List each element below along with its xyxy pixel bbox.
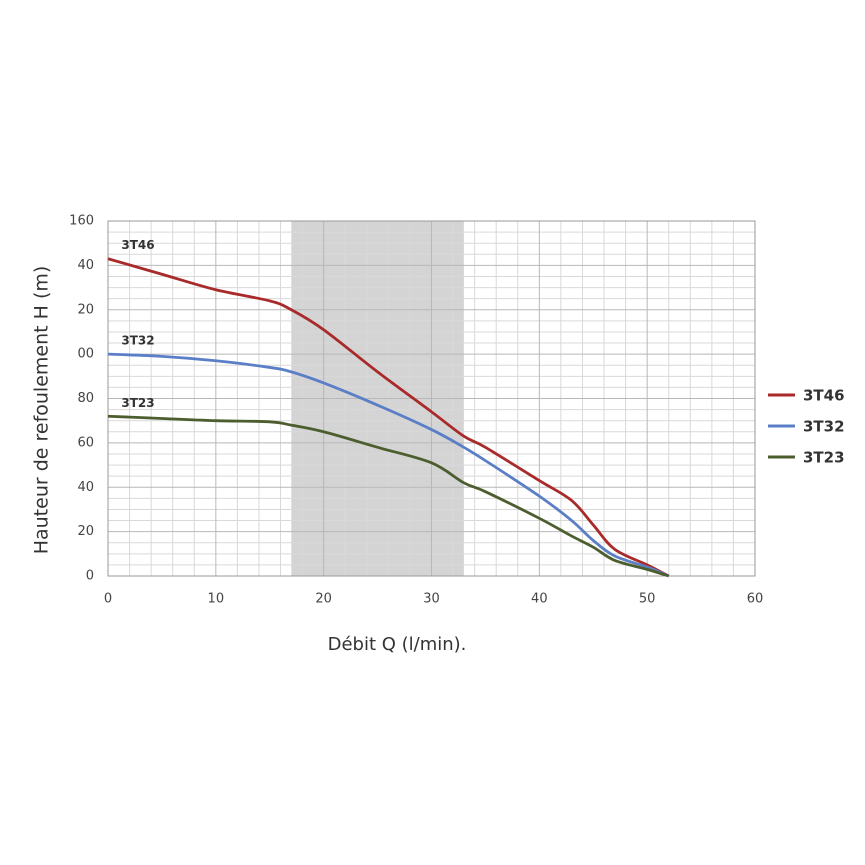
legend-label: 3T23: [803, 449, 845, 467]
x-tick-label: 40: [531, 592, 548, 607]
y-tick-label: 160: [69, 214, 94, 229]
x-tick-label: 0: [104, 592, 112, 607]
y-tick-label: 60: [77, 435, 94, 450]
x-tick-label: 10: [208, 592, 225, 607]
legend-label: 3T32: [803, 418, 845, 436]
x-tick-label: 30: [423, 592, 440, 607]
y-tick-label: 00: [77, 347, 94, 362]
y-axis-label: Hauteur de refoulement H (m): [31, 266, 53, 555]
grid: [107, 220, 756, 577]
series-line: [107, 414, 670, 578]
y-tick-label: 40: [77, 480, 94, 495]
y-tick-label: 20: [77, 302, 94, 317]
y-tick-label: 0: [86, 569, 94, 584]
curve-label: 3T32: [121, 334, 154, 348]
legend-label: 3T46: [803, 387, 845, 405]
x-tick-label: 60: [747, 592, 764, 607]
curve-label: 3T46: [121, 238, 154, 252]
curve-label: 3T23: [121, 396, 154, 410]
y-tick-label: 20: [77, 524, 94, 539]
series-line: [107, 352, 670, 578]
x-tick-label: 20: [315, 592, 332, 607]
y-tick-label: 40: [77, 258, 94, 273]
series-line: [107, 257, 670, 578]
y-tick-label: 80: [77, 391, 94, 406]
x-tick-label: 50: [639, 592, 656, 607]
plot-frame: [107, 220, 756, 577]
x-axis-label: Débit Q (l/min).: [328, 634, 467, 655]
